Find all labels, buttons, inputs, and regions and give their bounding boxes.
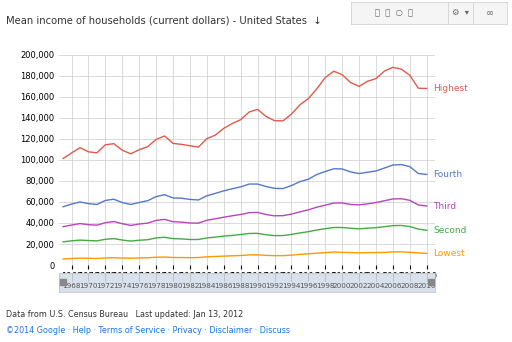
Text: 1984: 1984 bbox=[198, 284, 216, 289]
Text: ©2014 Google · Help · Terms of Service · Privacy · Disclaimer · Discuss: ©2014 Google · Help · Terms of Service ·… bbox=[6, 326, 290, 334]
Text: 2006: 2006 bbox=[383, 284, 402, 289]
Text: Fourth: Fourth bbox=[434, 170, 463, 179]
Text: 1978: 1978 bbox=[147, 284, 165, 289]
Text: 1968: 1968 bbox=[62, 284, 81, 289]
Text: 2008: 2008 bbox=[400, 284, 419, 289]
Text: Third: Third bbox=[434, 201, 457, 211]
Text: ∞: ∞ bbox=[486, 8, 494, 18]
Text: 1980: 1980 bbox=[164, 284, 182, 289]
Text: 1996: 1996 bbox=[299, 284, 317, 289]
Text: 1982: 1982 bbox=[181, 284, 199, 289]
Text: Data from U.S. Census Bureau   Last updated: Jan 13, 2012: Data from U.S. Census Bureau Last update… bbox=[6, 310, 243, 318]
Text: 1990: 1990 bbox=[248, 284, 267, 289]
Bar bbox=[59, 274, 435, 291]
Text: 1988: 1988 bbox=[231, 284, 250, 289]
Text: 1992: 1992 bbox=[265, 284, 284, 289]
Text: Second: Second bbox=[434, 226, 467, 235]
Text: 1994: 1994 bbox=[282, 284, 301, 289]
Text: 2000: 2000 bbox=[333, 284, 351, 289]
Text: 1970: 1970 bbox=[79, 284, 98, 289]
Text: 2010: 2010 bbox=[417, 284, 436, 289]
Text: 2002: 2002 bbox=[350, 284, 368, 289]
Text: ⚙  ▾: ⚙ ▾ bbox=[452, 8, 468, 17]
Text: 2004: 2004 bbox=[367, 284, 385, 289]
Text: Mean income of households (current dollars) - United States  ↓: Mean income of households (current dolla… bbox=[6, 15, 322, 25]
Text: Lowest: Lowest bbox=[434, 249, 465, 258]
Text: 1976: 1976 bbox=[130, 284, 148, 289]
Text: ⬜  ⬜  ○  ⬜: ⬜ ⬜ ○ ⬜ bbox=[375, 8, 414, 17]
Text: 1998: 1998 bbox=[316, 284, 334, 289]
Text: Highest: Highest bbox=[434, 84, 468, 93]
Text: 1972: 1972 bbox=[96, 284, 115, 289]
Text: 1974: 1974 bbox=[113, 284, 132, 289]
Text: 1986: 1986 bbox=[215, 284, 233, 289]
